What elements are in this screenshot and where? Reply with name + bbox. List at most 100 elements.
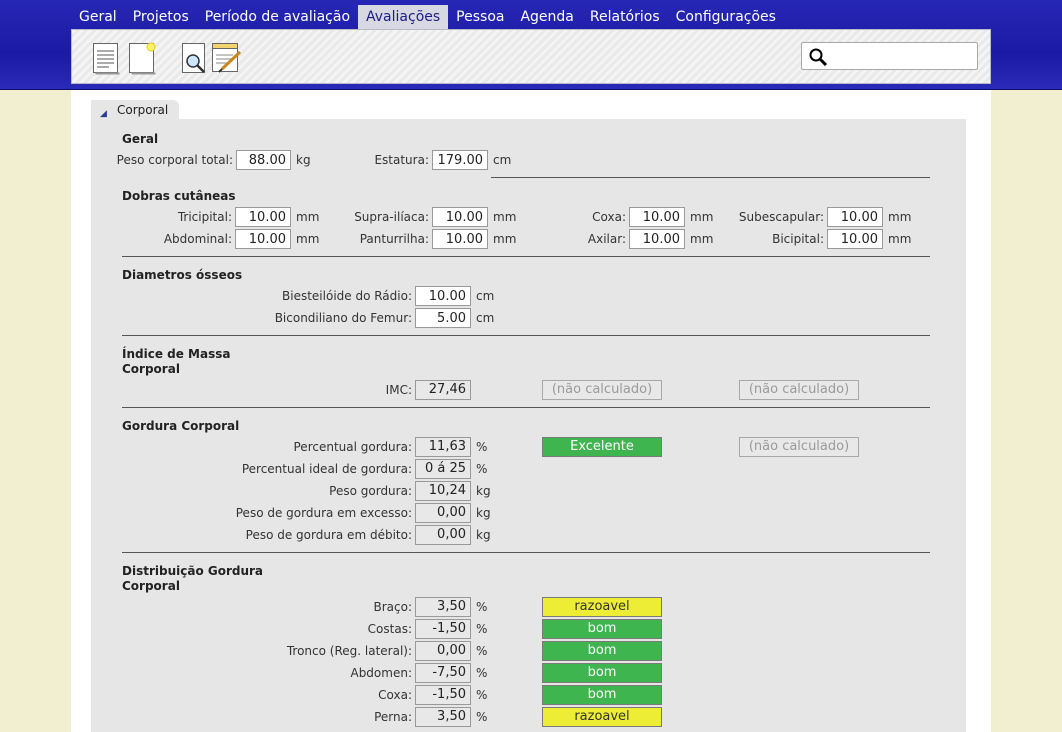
tab-corporal[interactable]: ◢ Corporal bbox=[91, 100, 179, 120]
peso-label: Peso corporal total: bbox=[116, 153, 233, 167]
subescapular-input[interactable] bbox=[827, 207, 883, 227]
gordura-debito-label: Peso de gordura em débito: bbox=[245, 528, 412, 542]
abdomen-value: -7,50 bbox=[415, 663, 471, 683]
panturrilha-input[interactable] bbox=[432, 229, 488, 249]
main-nav: Geral Projetos Período de avaliação Aval… bbox=[71, 5, 784, 29]
percentual-ideal-unit: % bbox=[476, 462, 488, 476]
search-input[interactable] bbox=[832, 46, 972, 66]
perna-unit: % bbox=[476, 710, 488, 724]
imc-value: 27,46 bbox=[415, 380, 471, 400]
tronco-label: Tronco (Reg. lateral): bbox=[286, 644, 412, 658]
search-icon bbox=[809, 48, 828, 66]
section-title-gordura: Gordura Corporal bbox=[122, 419, 240, 433]
costas-status-badge: bom bbox=[542, 619, 662, 639]
nav-pessoa[interactable]: Pessoa bbox=[456, 9, 505, 25]
nav-agenda[interactable]: Agenda bbox=[520, 9, 574, 25]
biesteiloide-label: Biesteilóide do Rádio: bbox=[282, 289, 412, 303]
gordura-excesso-unit: kg bbox=[476, 506, 491, 520]
document-icon[interactable] bbox=[91, 42, 121, 75]
gordura-debito-unit: kg bbox=[476, 528, 491, 542]
imc-title-line1: Índice de Massa bbox=[122, 347, 231, 361]
nav-periodo-avaliacao[interactable]: Período de avaliação bbox=[204, 9, 351, 25]
panturrilha-label: Panturrilha: bbox=[359, 232, 429, 246]
peso-gordura-value: 10,24 bbox=[415, 481, 471, 501]
gordura-excesso-value: 0,00 bbox=[415, 503, 471, 523]
abdominal-label: Abdominal: bbox=[163, 232, 232, 246]
imc-status-2: (não calculado) bbox=[739, 380, 859, 400]
divider bbox=[122, 407, 930, 408]
peso-unit: kg bbox=[296, 153, 311, 167]
supra-iliaca-unit: mm bbox=[493, 210, 517, 224]
axilar-unit: mm bbox=[690, 232, 714, 246]
perna-status-badge: razoavel bbox=[542, 707, 662, 727]
divider bbox=[122, 335, 930, 336]
section-title-imc: Índice de Massa Corporal bbox=[122, 347, 230, 377]
axilar-input[interactable] bbox=[629, 229, 685, 249]
gordura-debito-value: 0,00 bbox=[415, 525, 471, 545]
imc-title-line2: Corporal bbox=[122, 362, 180, 376]
biesteiloide-unit: cm bbox=[476, 289, 495, 303]
supra-iliaca-input[interactable] bbox=[432, 207, 488, 227]
nav-configuracoes[interactable]: Configurações bbox=[675, 9, 776, 25]
coxa-unit: mm bbox=[690, 210, 714, 224]
arrow-down-right-icon: ◢ bbox=[100, 109, 107, 119]
tronco-value: 0,00 bbox=[415, 641, 471, 661]
content-page: ◢ Corporal Geral Peso corporal total: kg… bbox=[71, 90, 991, 732]
biesteiloide-input[interactable] bbox=[415, 286, 471, 306]
percentual-ideal-value: 0 á 25 bbox=[415, 459, 471, 479]
abdomen-label: Abdomen: bbox=[350, 666, 412, 680]
abdomen-status-badge: bom bbox=[542, 663, 662, 683]
nav-geral[interactable]: Geral bbox=[79, 9, 117, 25]
gordura-status-2: (não calculado) bbox=[739, 437, 859, 457]
section-title-dobras: Dobras cutâneas bbox=[122, 189, 236, 203]
bicipital-unit: mm bbox=[888, 232, 912, 246]
costas-unit: % bbox=[476, 622, 488, 636]
search-document-icon[interactable] bbox=[180, 42, 210, 75]
toolbar bbox=[71, 29, 991, 84]
estatura-input[interactable] bbox=[432, 150, 488, 170]
perna-value: 3,50 bbox=[415, 707, 471, 727]
imc-status-1: (não calculado) bbox=[542, 380, 662, 400]
costas-label: Costas: bbox=[367, 622, 412, 636]
coxa-label: Coxa: bbox=[592, 210, 626, 224]
nav-avaliacoes[interactable]: Avaliações bbox=[358, 5, 449, 29]
bicondiliano-unit: cm bbox=[476, 311, 495, 325]
divider bbox=[491, 177, 930, 178]
abdominal-input[interactable] bbox=[235, 229, 291, 249]
perna-label: Perna: bbox=[374, 710, 412, 724]
bicipital-label: Bicipital: bbox=[772, 232, 824, 246]
estatura-unit: cm bbox=[493, 153, 512, 167]
corporal-panel: Geral Peso corporal total: kg Estatura: … bbox=[91, 119, 966, 732]
peso-gordura-unit: kg bbox=[476, 484, 491, 498]
distribuicao-title-line2: Corporal bbox=[122, 579, 180, 593]
subescapular-label: Subescapular: bbox=[738, 210, 824, 224]
peso-gordura-label: Peso gordura: bbox=[329, 484, 412, 498]
percentual-gordura-label: Percentual gordura: bbox=[293, 440, 413, 454]
costas-value: -1,50 bbox=[415, 619, 471, 639]
estatura-label: Estatura: bbox=[374, 153, 429, 167]
edit-notepad-icon[interactable] bbox=[211, 42, 242, 75]
bicipital-input[interactable] bbox=[827, 229, 883, 249]
coxa-input[interactable] bbox=[629, 207, 685, 227]
new-document-icon[interactable] bbox=[127, 42, 157, 75]
gordura-excesso-label: Peso de gordura em excesso: bbox=[235, 506, 412, 520]
percentual-gordura-value: 11,63 bbox=[415, 437, 471, 457]
distribuicao-title-line1: Distribuição Gordura bbox=[122, 564, 264, 578]
gordura-status-badge: Excelente bbox=[542, 437, 662, 457]
bicondiliano-input[interactable] bbox=[415, 308, 471, 328]
nav-projetos[interactable]: Projetos bbox=[132, 9, 189, 25]
peso-input[interactable] bbox=[236, 150, 291, 170]
section-title-distribuicao: Distribuição Gordura Corporal bbox=[122, 564, 263, 594]
axilar-label: Axilar: bbox=[587, 232, 626, 246]
nav-relatorios[interactable]: Relatórios bbox=[589, 9, 660, 25]
braco-label: Braço: bbox=[373, 600, 412, 614]
tricipital-label: Tricipital: bbox=[177, 210, 232, 224]
tricipital-input[interactable] bbox=[235, 207, 291, 227]
panturrilha-unit: mm bbox=[493, 232, 517, 246]
tricipital-unit: mm bbox=[296, 210, 320, 224]
coxa-dist-value: -1,50 bbox=[415, 685, 471, 705]
percentual-gordura-unit: % bbox=[476, 440, 488, 454]
bicondiliano-label: Bicondiliano do Femur: bbox=[274, 311, 412, 325]
search-box[interactable] bbox=[801, 42, 978, 70]
supra-iliaca-label: Supra-ilíaca: bbox=[354, 210, 429, 224]
